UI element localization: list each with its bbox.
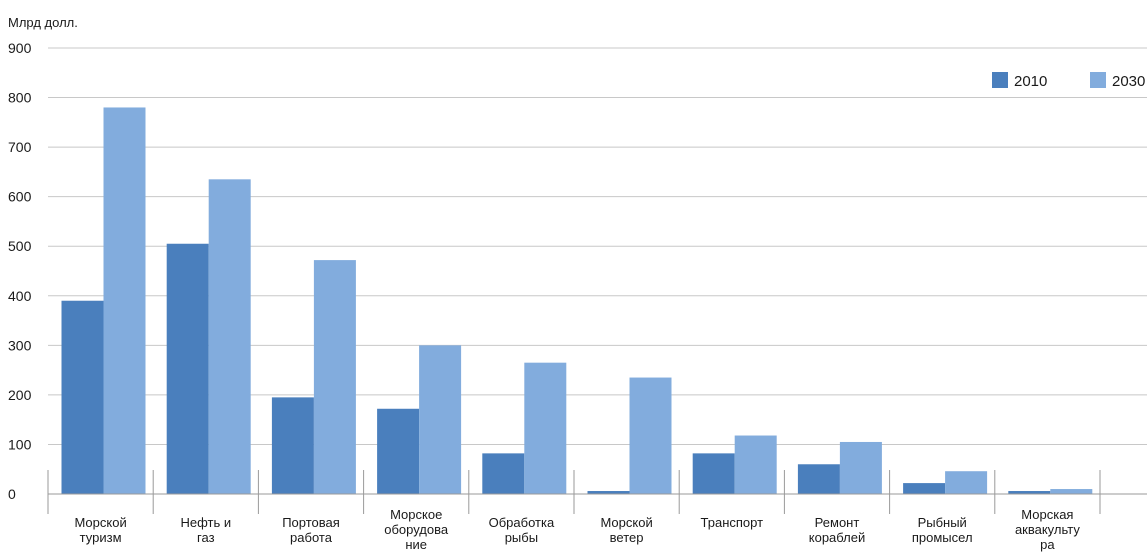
- y-axis-tick-labels: 0 100 200 300 400 500 600 700 800 900: [8, 40, 32, 502]
- category-label: Нефть и газ: [180, 515, 231, 545]
- y-tick-label: 800: [8, 90, 32, 106]
- y-tick-label: 700: [8, 139, 32, 155]
- legend-swatch-2010: [992, 72, 1008, 88]
- legend-label-2010: 2010: [1014, 73, 1047, 90]
- bar-2010: [482, 453, 525, 494]
- bar-2030: [419, 345, 462, 494]
- bar-2010: [797, 464, 840, 494]
- bar-2010: [377, 408, 420, 494]
- y-tick-label: 100: [8, 436, 32, 452]
- bar-2030: [208, 179, 251, 495]
- category-label: Морское оборудова ние: [384, 507, 449, 552]
- bar-2010: [903, 483, 946, 494]
- bars: [61, 107, 1093, 495]
- x-axis: [47, 470, 1147, 514]
- bar-2030: [839, 441, 882, 494]
- category-label: Морская аквакульту ра: [1015, 507, 1080, 552]
- bar-2030: [524, 362, 567, 494]
- bar-2030: [734, 435, 777, 494]
- bar-2030: [103, 107, 146, 494]
- bar-2030: [629, 377, 672, 494]
- y-axis-unit-label: Млрд долл.: [8, 15, 78, 30]
- category-label: Портовая работа: [282, 515, 340, 545]
- bar-2030: [1050, 489, 1093, 494]
- legend-swatch-2030: [1090, 72, 1106, 88]
- bar-2010: [1008, 491, 1051, 494]
- category-label: Морской ветер: [600, 515, 652, 545]
- category-label: Рыбный промысел: [912, 515, 973, 545]
- y-tick-label: 500: [8, 238, 32, 254]
- y-tick-label: 600: [8, 189, 32, 205]
- category-label: Морской туризм: [74, 515, 126, 545]
- y-tick-label: 0: [8, 486, 16, 502]
- category-label: Транспорт: [701, 515, 764, 530]
- y-tick-label: 400: [8, 288, 32, 304]
- category-labels: Морской туризм Нефть и газ Портовая работа Мор…: [74, 507, 1080, 552]
- bar-2010: [166, 243, 209, 494]
- bar-2010: [692, 453, 735, 494]
- bar-2030: [945, 471, 988, 494]
- bar-2010: [587, 491, 630, 494]
- legend: 2010 2030: [992, 72, 1145, 90]
- category-label: Обработка рыбы: [489, 515, 555, 545]
- category-label: Ремонт кораблей: [809, 515, 865, 545]
- legend-label-2030: 2030: [1112, 73, 1145, 90]
- y-tick-label: 900: [8, 40, 32, 56]
- bar-2010: [61, 300, 104, 494]
- y-tick-label: 200: [8, 387, 32, 403]
- bar-2010: [271, 397, 314, 494]
- y-tick-label: 300: [8, 337, 32, 353]
- bar-2030: [313, 260, 356, 494]
